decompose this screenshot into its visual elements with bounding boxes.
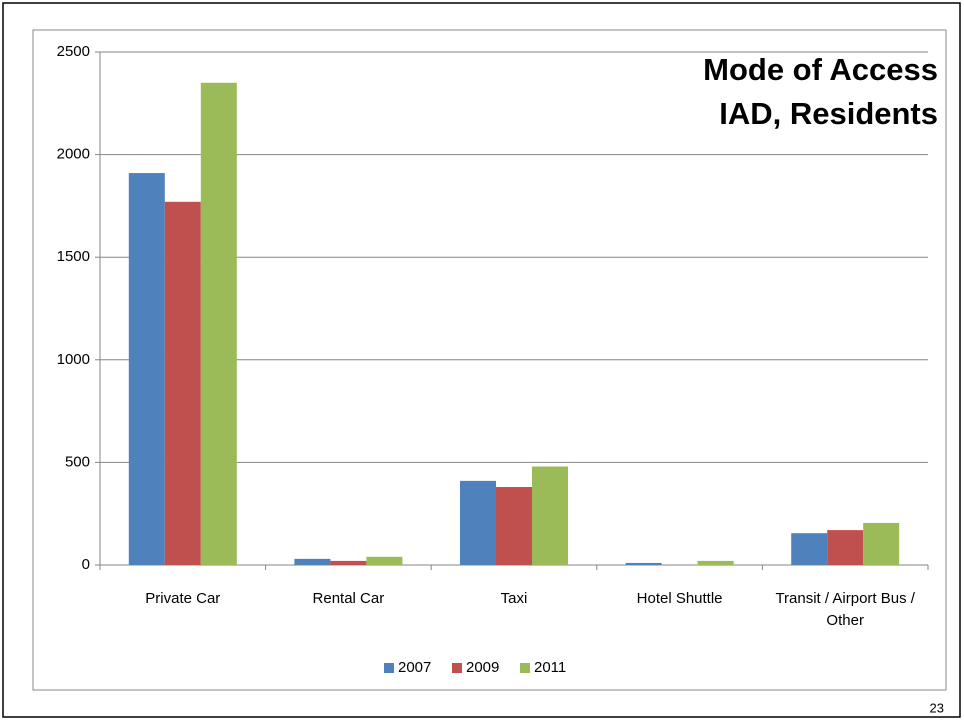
bar (827, 530, 864, 565)
bar (863, 522, 900, 565)
bar (625, 562, 662, 565)
legend-label: 2009 (466, 659, 499, 676)
bar (330, 560, 367, 565)
x-tick-label: Taxi (500, 590, 528, 607)
bar (164, 201, 201, 565)
x-tick-label: Private Car (145, 590, 221, 607)
bar (496, 487, 532, 565)
bar (366, 556, 403, 565)
legend-label: 2011 (534, 659, 566, 676)
legend-swatch (520, 663, 530, 673)
x-tick-label: Hotel Shuttle (636, 590, 723, 607)
bar (294, 558, 331, 565)
y-tick-label: 1500 (57, 248, 90, 265)
bar (697, 560, 734, 565)
bar (532, 466, 568, 565)
x-tick-label: Rental Car (312, 590, 385, 607)
bar (200, 82, 237, 565)
bar (460, 480, 496, 565)
page-number: 23 (930, 700, 944, 715)
legend-label: 2007 (398, 659, 431, 676)
y-tick-label: 2500 (57, 43, 90, 60)
legend-swatch (452, 663, 462, 673)
y-tick-label: 0 (82, 556, 90, 573)
x-tick-label: Transit / Airport Bus / Other (775, 590, 915, 629)
bar (128, 173, 165, 565)
chart-frame (32, 29, 947, 691)
y-tick-label: 1000 (57, 351, 90, 368)
chart-title: IAD, Residents (719, 96, 938, 131)
y-tick-label: 2000 (57, 146, 90, 163)
legend-swatch (384, 663, 394, 673)
y-tick-label: 500 (65, 453, 90, 470)
bar (791, 533, 828, 565)
chart-title: Mode of Access (703, 52, 938, 87)
